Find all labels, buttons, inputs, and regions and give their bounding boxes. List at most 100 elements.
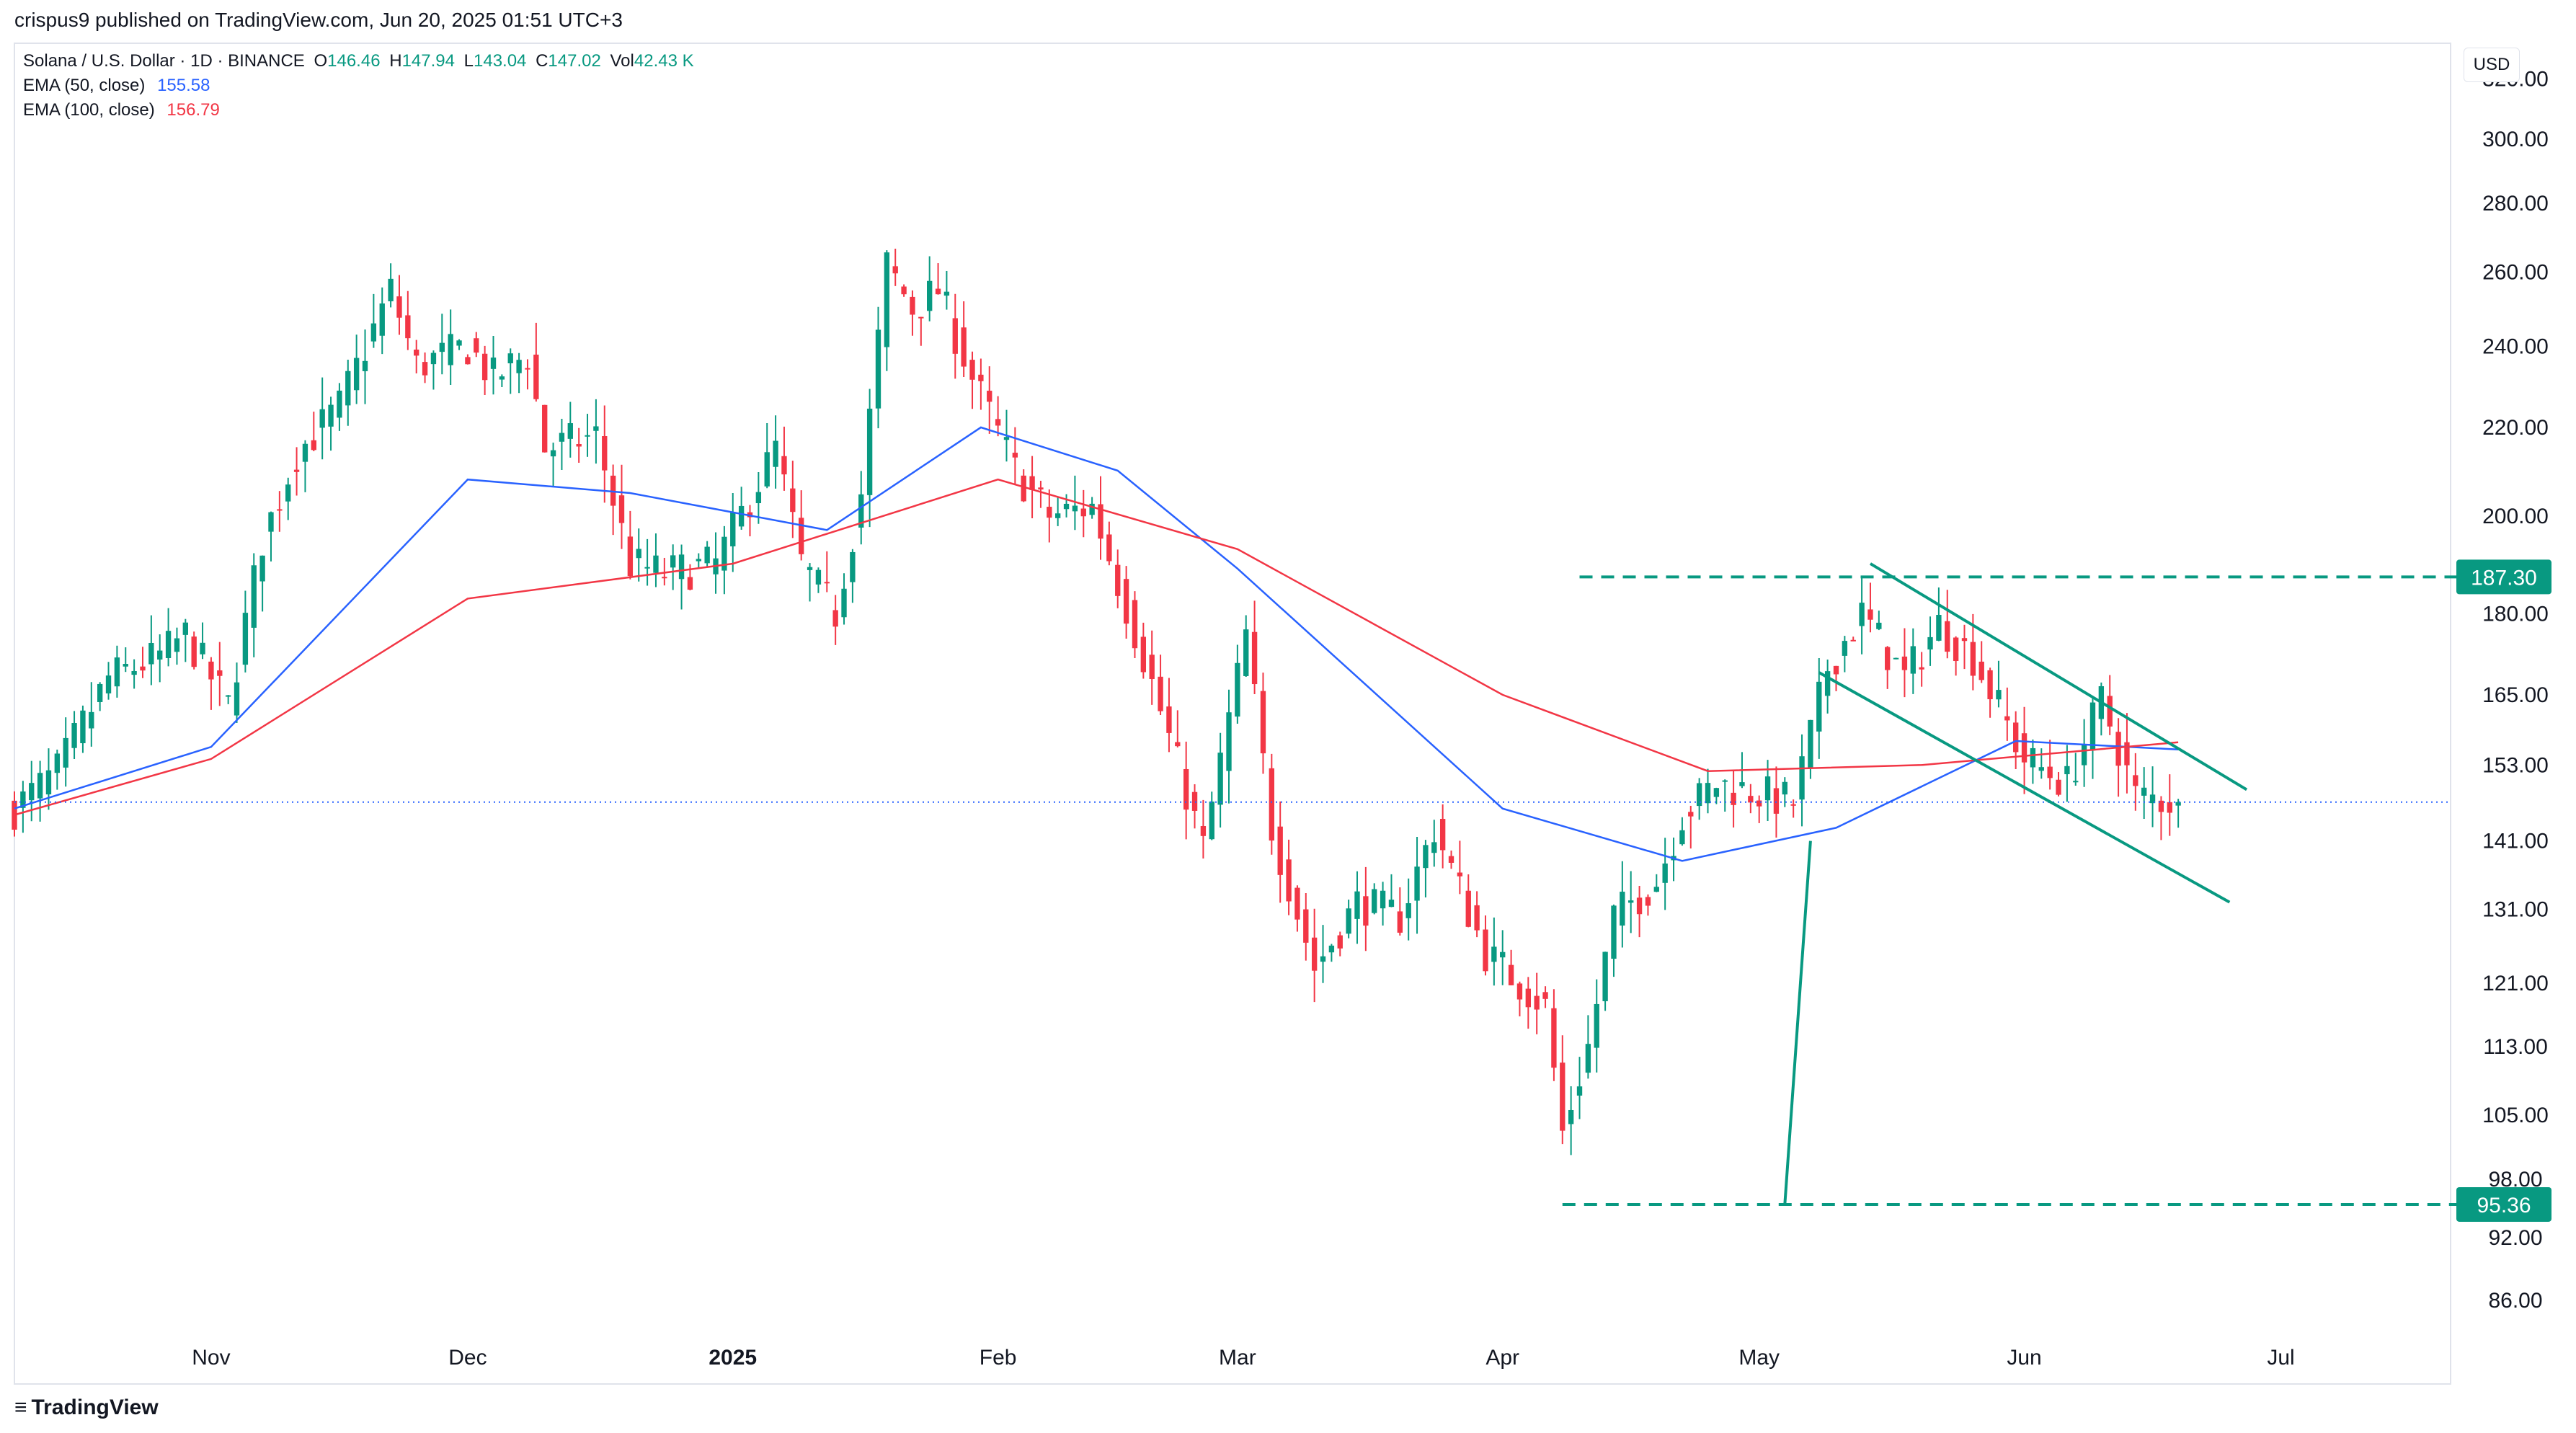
candle-body	[2141, 787, 2147, 796]
candle-body	[1038, 487, 1044, 490]
price-tag-label: 187.30	[2471, 566, 2537, 590]
candle-body	[1516, 983, 1523, 1000]
low-label: L	[463, 51, 474, 71]
candle-body	[1662, 863, 1668, 883]
candle-body	[465, 357, 471, 365]
candle-body	[1354, 891, 1360, 919]
candle-body	[448, 334, 453, 365]
ema-layer	[14, 426, 2179, 862]
candle-body	[1551, 1008, 1557, 1068]
candle-body	[208, 661, 214, 680]
candle-body	[1816, 681, 1822, 732]
candle-body	[140, 666, 146, 671]
candle-body	[1063, 503, 1070, 510]
candle-body	[2167, 802, 2172, 813]
candle-body	[618, 495, 625, 523]
price-tick-label: 105.00	[2482, 1104, 2549, 1127]
candle-body	[1294, 887, 1300, 920]
drawings-layer	[14, 562, 2458, 1206]
candle-body	[123, 664, 128, 667]
candle-body	[37, 773, 43, 799]
candle-body	[481, 353, 488, 381]
candle-body	[1483, 929, 1488, 972]
candle-body	[1465, 890, 1471, 927]
close-value: 147.02	[548, 51, 601, 71]
candle-body	[1996, 690, 2002, 700]
candle-body	[1782, 781, 1787, 795]
price-axis[interactable]: 320.00300.00280.00260.00240.00220.00200.…	[2456, 68, 2551, 1313]
candle-body	[105, 675, 112, 693]
price-tick-label: 153.00	[2482, 753, 2549, 777]
candle-body	[499, 376, 505, 380]
candle-body	[319, 409, 325, 428]
price-tick-label: 141.00	[2482, 830, 2549, 853]
candle-body	[1269, 768, 1275, 841]
candle-body	[1859, 603, 1865, 626]
symbol-name[interactable]: Solana / U.S. Dollar · 1D · BINANCE	[23, 51, 305, 71]
candle-body	[1850, 639, 1856, 642]
candle-body	[850, 551, 856, 582]
candle-body	[396, 296, 402, 318]
open-value: 146.46	[327, 51, 381, 71]
candle-body	[1277, 826, 1283, 875]
candle-body	[1799, 756, 1805, 800]
candle-body	[1790, 804, 1796, 806]
ema100-row[interactable]: EMA (100, close) 156.79	[23, 98, 694, 123]
candle-body	[799, 518, 804, 554]
price-tick-label: 121.00	[2482, 972, 2549, 995]
candle-body	[1149, 655, 1155, 680]
time-axis[interactable]: Nov Dec 2025 Feb Mar Apr May Jun Jul	[192, 1346, 2294, 1370]
candle-body	[311, 440, 316, 451]
candle-body	[1961, 638, 1968, 642]
symbol-row[interactable]: Solana / U.S. Dollar · 1D · BINANCE O146…	[23, 49, 694, 74]
candle-body	[1328, 945, 1335, 953]
candle-body	[1602, 951, 1608, 1001]
candle-body	[1885, 647, 1891, 670]
candle-body	[277, 509, 283, 511]
candle-body	[1311, 937, 1318, 971]
candle-body	[704, 546, 710, 564]
candle-body	[824, 582, 830, 584]
candle-body	[97, 683, 103, 702]
candle-body	[910, 296, 915, 315]
candle-body	[2149, 794, 2156, 804]
currency-button[interactable]: USD	[2464, 48, 2520, 82]
candle-body	[764, 452, 770, 487]
candle-body	[1021, 475, 1026, 502]
ema50-row[interactable]: EMA (50, close) 155.58	[23, 74, 694, 98]
candle-body	[439, 342, 445, 352]
candle-body	[456, 340, 462, 346]
candle-body	[1106, 534, 1112, 562]
high-value: 147.94	[401, 51, 455, 71]
candle-body	[1303, 909, 1309, 943]
candle-body	[653, 555, 659, 573]
price-tag-label: 95.36	[2477, 1194, 2531, 1217]
ema100-label[interactable]: EMA (100, close)	[23, 100, 155, 120]
candle-body	[1901, 656, 1908, 670]
tradingview-logo[interactable]: ≡ TradingView	[14, 1396, 159, 1420]
ema50-label[interactable]: EMA (50, close)	[23, 76, 146, 95]
candle-body	[131, 670, 137, 675]
candle-body	[1936, 615, 1942, 641]
candle-body	[1525, 988, 1531, 1008]
candle-body	[1679, 830, 1685, 845]
candle-body	[1927, 636, 1933, 649]
candle-body	[1919, 667, 1924, 670]
candle-body	[1808, 719, 1813, 768]
candle-body	[576, 444, 582, 447]
candle-body	[2158, 800, 2164, 812]
candle-body	[2021, 733, 2028, 763]
candle-body	[1140, 636, 1147, 673]
time-tick-label: Dec	[448, 1346, 487, 1370]
candle-body	[157, 650, 163, 660]
candle-body	[191, 636, 197, 667]
candle-body	[1260, 691, 1266, 754]
candle-body	[379, 303, 385, 336]
candle-body	[2038, 767, 2044, 771]
candle-body	[251, 565, 257, 628]
candle-body	[89, 711, 94, 729]
candle-body	[1722, 780, 1728, 782]
high-label: H	[389, 51, 402, 71]
time-tick-label: Apr	[1485, 1346, 1519, 1370]
